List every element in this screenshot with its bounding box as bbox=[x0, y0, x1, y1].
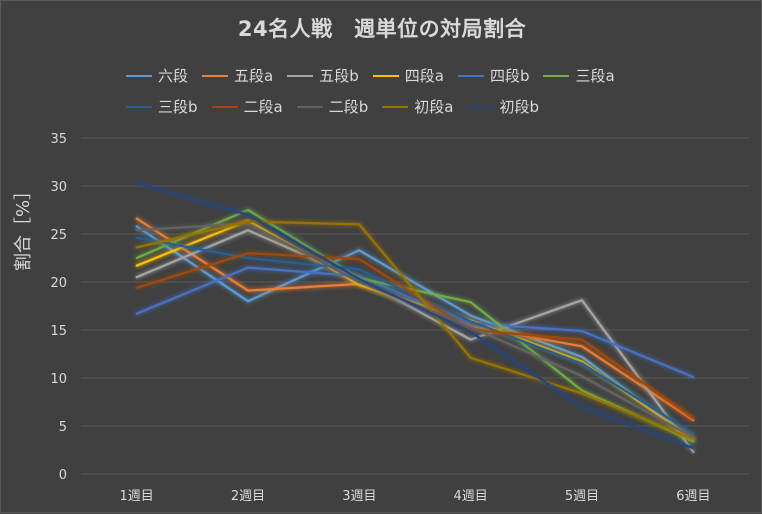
legend-swatch bbox=[457, 74, 484, 77]
legend-swatch bbox=[467, 105, 494, 108]
x-tick-label: 2週目 bbox=[231, 489, 265, 504]
y-tick-label: 30 bbox=[50, 180, 67, 195]
legend-swatch bbox=[126, 105, 152, 108]
legend-label: 二段b bbox=[328, 98, 369, 116]
legend-item: 初段b bbox=[467, 96, 539, 117]
series-lines bbox=[135, 182, 695, 453]
legend-swatch bbox=[202, 74, 229, 77]
legend-swatch bbox=[287, 74, 314, 77]
legend-label: 三段a bbox=[575, 67, 615, 85]
y-tick-labels: 0 5 10 15 20 25 30 35 bbox=[50, 132, 67, 483]
y-tick-label: 5 bbox=[59, 420, 67, 435]
legend-label: 五段b bbox=[319, 67, 359, 85]
x-tick-label: 4週目 bbox=[454, 489, 488, 504]
series-line bbox=[135, 266, 695, 379]
y-tick-label: 10 bbox=[50, 372, 67, 387]
legend-item: 二段a bbox=[211, 96, 283, 117]
legend-item: 五段b bbox=[287, 65, 359, 86]
legend-swatch bbox=[543, 74, 570, 77]
chart-title: 24名人戦 週単位の対局割合 bbox=[237, 17, 527, 41]
series-line bbox=[135, 225, 695, 442]
legend-label: 初段a bbox=[414, 98, 454, 116]
series-line bbox=[135, 229, 695, 453]
legend-item: 三段a bbox=[543, 65, 615, 86]
legend-row-1: 六段 五段a 五段b 四段a 四段b 三段a bbox=[126, 65, 629, 86]
series-line bbox=[135, 217, 695, 422]
legend-label: 四段a bbox=[404, 67, 444, 85]
legend-item: 四段b bbox=[457, 65, 530, 86]
legend-label: 二段a bbox=[243, 98, 283, 116]
y-tick-label: 20 bbox=[50, 276, 67, 291]
legend-item: 四段a bbox=[372, 65, 444, 86]
legend-label: 四段b bbox=[489, 67, 530, 85]
legend-row-2: 三段b 二段a 二段b 初段a 初段b bbox=[126, 96, 553, 117]
legend-item: 五段a bbox=[202, 65, 273, 86]
x-tick-label: 3週目 bbox=[342, 489, 376, 504]
series-line bbox=[135, 252, 695, 420]
legend-item: 三段b bbox=[126, 96, 198, 117]
legend-item: 六段 bbox=[126, 65, 188, 86]
series-line bbox=[135, 208, 695, 443]
legend-label: 五段a bbox=[234, 67, 274, 85]
y-tick-label: 35 bbox=[50, 132, 67, 147]
x-tick-labels: 1週目 2週目 3週目 4週目 5週目 6週目 bbox=[120, 489, 711, 504]
legend-swatch bbox=[372, 74, 399, 77]
legend-item: 初段a bbox=[382, 96, 453, 117]
legend-swatch bbox=[126, 74, 152, 77]
x-tick-label: 1週目 bbox=[120, 489, 154, 504]
x-tick-label: 5週目 bbox=[565, 489, 599, 504]
legend-item: 二段b bbox=[296, 96, 369, 117]
legend-label: 六段 bbox=[158, 67, 189, 85]
x-tick-label: 6週目 bbox=[676, 489, 710, 504]
y-tick-label: 25 bbox=[50, 228, 67, 243]
y-tick-label: 0 bbox=[59, 468, 67, 483]
legend-label: 初段b bbox=[499, 98, 539, 116]
legend-swatch bbox=[382, 105, 409, 108]
series-line bbox=[135, 220, 695, 441]
legend-label: 三段b bbox=[158, 98, 198, 116]
y-tick-label: 15 bbox=[50, 324, 67, 339]
series-line bbox=[135, 182, 695, 450]
legend-swatch bbox=[296, 105, 323, 108]
legend-swatch bbox=[211, 105, 238, 108]
